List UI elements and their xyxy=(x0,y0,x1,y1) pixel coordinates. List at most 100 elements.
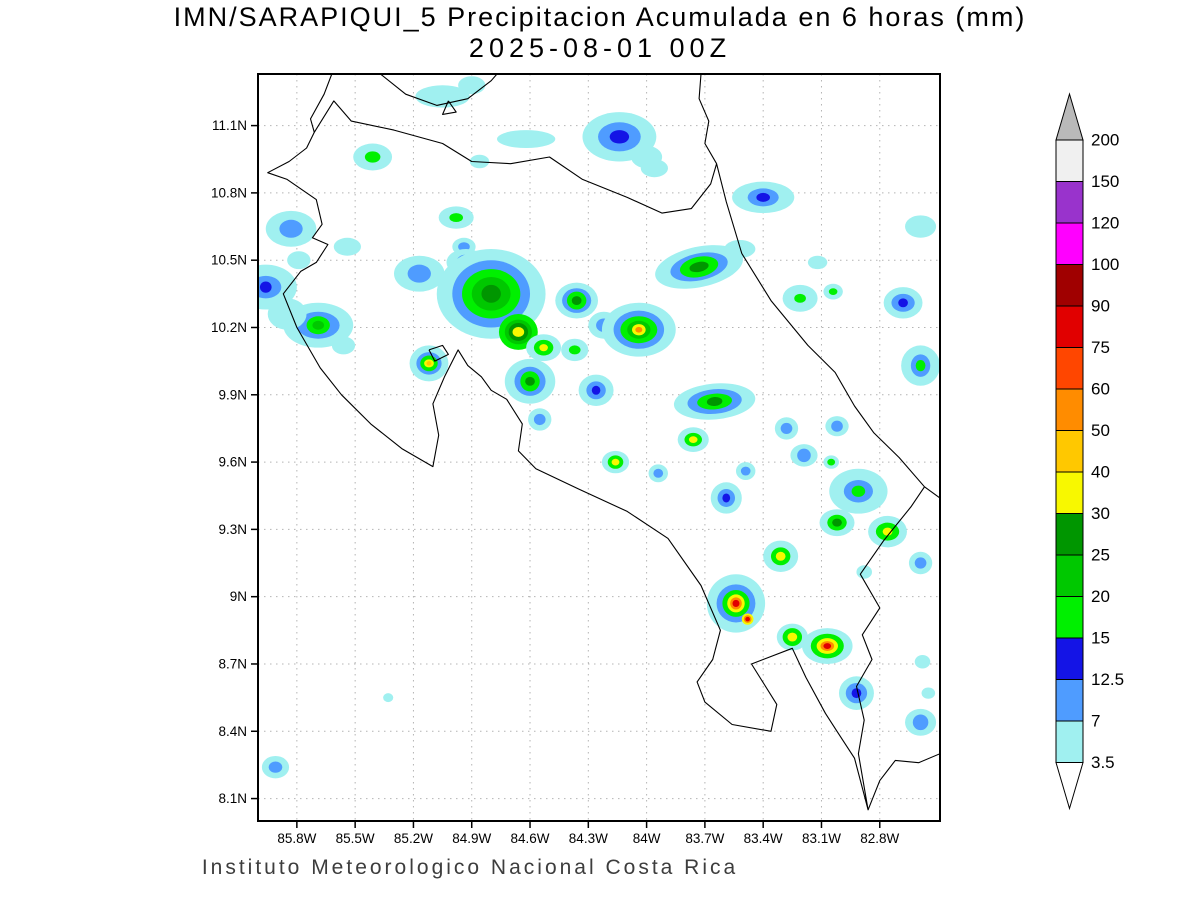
precip-cell xyxy=(790,444,818,467)
x-tick-label: 83.7W xyxy=(685,831,724,846)
precip-cell xyxy=(838,676,874,710)
colorbar-band xyxy=(1055,139,1084,182)
precip-cell xyxy=(802,628,853,664)
x-tick-label: 85.5W xyxy=(336,831,375,846)
colorbar-label: 40 xyxy=(1091,463,1110,482)
precip-cell xyxy=(640,159,668,178)
colorbar-below-min xyxy=(1055,762,1084,811)
y-tick-label: 8.7N xyxy=(218,656,247,671)
colorbar-label: 25 xyxy=(1091,546,1110,565)
colorbar-label: 150 xyxy=(1091,172,1119,191)
y-tick-label: 11.1N xyxy=(212,118,247,133)
colorbar-band xyxy=(1055,305,1084,348)
coastline-gulf-islands xyxy=(428,344,449,362)
map-frame xyxy=(257,73,941,822)
precip-cell xyxy=(331,336,356,355)
precip-cell xyxy=(353,143,393,171)
colorbar-label: 90 xyxy=(1091,297,1110,316)
precip-cell xyxy=(825,416,849,437)
precip-cell xyxy=(856,565,872,579)
precip-cell xyxy=(908,551,933,575)
y-tick-label: 9.3N xyxy=(218,522,247,537)
precip-cell xyxy=(901,345,940,386)
y-tick-label: 10.8N xyxy=(211,185,247,200)
precip-cell xyxy=(823,455,839,469)
y-tick-label: 8.4N xyxy=(218,724,247,739)
colorbar-label: 20 xyxy=(1091,587,1110,606)
precip-cell xyxy=(741,613,754,625)
precip-cell xyxy=(655,245,743,289)
x-tick-label: 82.8W xyxy=(860,831,899,846)
colorbar-band xyxy=(1055,720,1084,763)
precip-cell xyxy=(829,468,888,514)
precip-cell xyxy=(710,482,742,514)
precip-cell xyxy=(394,255,445,292)
y-tick-label: 8.1N xyxy=(218,791,247,806)
precip-cell xyxy=(914,655,931,669)
colorbar: 200 150 120 100 90 75 60 50 40 30 25 20 15 12.5 7 3.5 xyxy=(1055,92,1124,811)
y-tick-label: 9.9N xyxy=(218,387,247,402)
precip-cell xyxy=(868,515,907,548)
coastline-lake-island xyxy=(442,100,457,115)
precip-cell xyxy=(258,264,297,310)
precip-cell xyxy=(921,687,936,699)
x-tick-label: 84.9W xyxy=(452,831,491,846)
colorbar-band xyxy=(1055,596,1084,639)
precip-cell xyxy=(677,427,709,452)
precip-cell xyxy=(735,462,756,481)
precip-cell xyxy=(673,383,756,420)
chart-title: IMN/SARAPIQUI_5 Precipitacion Acumulada … xyxy=(173,2,1027,32)
precip-cell xyxy=(819,509,855,537)
precip-cell xyxy=(776,623,808,651)
colorbar-band xyxy=(1055,222,1084,265)
precip-cell xyxy=(578,374,614,406)
precip-cell xyxy=(706,574,766,633)
colorbar-label: 3.5 xyxy=(1091,753,1115,772)
precip-cell xyxy=(905,708,937,736)
precip-cell xyxy=(498,314,538,350)
precip-cell xyxy=(601,302,676,357)
precip-cell xyxy=(265,210,317,247)
precip-cell xyxy=(732,181,795,214)
precip-cell xyxy=(648,464,668,483)
precip-cell xyxy=(383,693,394,703)
x-tick-label: 83.1W xyxy=(802,831,841,846)
precip-cell xyxy=(438,206,474,229)
colorbar-band xyxy=(1055,637,1084,680)
precipitation-shading xyxy=(258,76,940,779)
colorbar-label: 50 xyxy=(1091,421,1110,440)
axes: 85.8W 85.5W 85.2W 84.9W 84.6W 84.3W 84W 83.7W 83… xyxy=(211,118,900,846)
y-tick-label: 10.2N xyxy=(211,320,247,335)
colorbar-band xyxy=(1055,513,1084,556)
precip-cell xyxy=(782,284,818,312)
precip-cell xyxy=(883,287,923,319)
colorbar-above-max xyxy=(1055,92,1084,141)
precip-cell xyxy=(555,282,599,319)
footer-text: Instituto Meteorologico Nacional Costa R… xyxy=(201,856,739,879)
colorbar-band xyxy=(1055,471,1084,514)
y-tick-label: 9N xyxy=(230,589,247,604)
x-tick-label: 84W xyxy=(633,831,661,846)
colorbar-band xyxy=(1055,430,1084,473)
precip-cell xyxy=(526,334,562,362)
precip-cell xyxy=(287,251,311,270)
colorbar-label: 15 xyxy=(1091,629,1110,648)
colorbar-band xyxy=(1055,347,1084,390)
x-tick-label: 84.3W xyxy=(569,831,608,846)
precip-cell xyxy=(504,358,556,404)
coastline-lake-nicaragua-shore xyxy=(380,74,498,106)
colorbar-label: 100 xyxy=(1091,255,1119,274)
precip-cell xyxy=(496,130,556,149)
chart-subtitle: 2025-08-01 00Z xyxy=(468,33,732,63)
colorbar-label: 7 xyxy=(1091,712,1100,731)
coastlines xyxy=(267,74,940,811)
x-tick-label: 84.6W xyxy=(511,831,550,846)
colorbar-band xyxy=(1055,264,1084,307)
x-tick-label: 85.8W xyxy=(277,831,316,846)
precip-cell xyxy=(774,417,799,440)
precip-cell xyxy=(261,755,290,779)
colorbar-band xyxy=(1055,181,1084,224)
colorbar-label: 12.5 xyxy=(1091,670,1124,689)
precip-cell xyxy=(561,338,589,362)
